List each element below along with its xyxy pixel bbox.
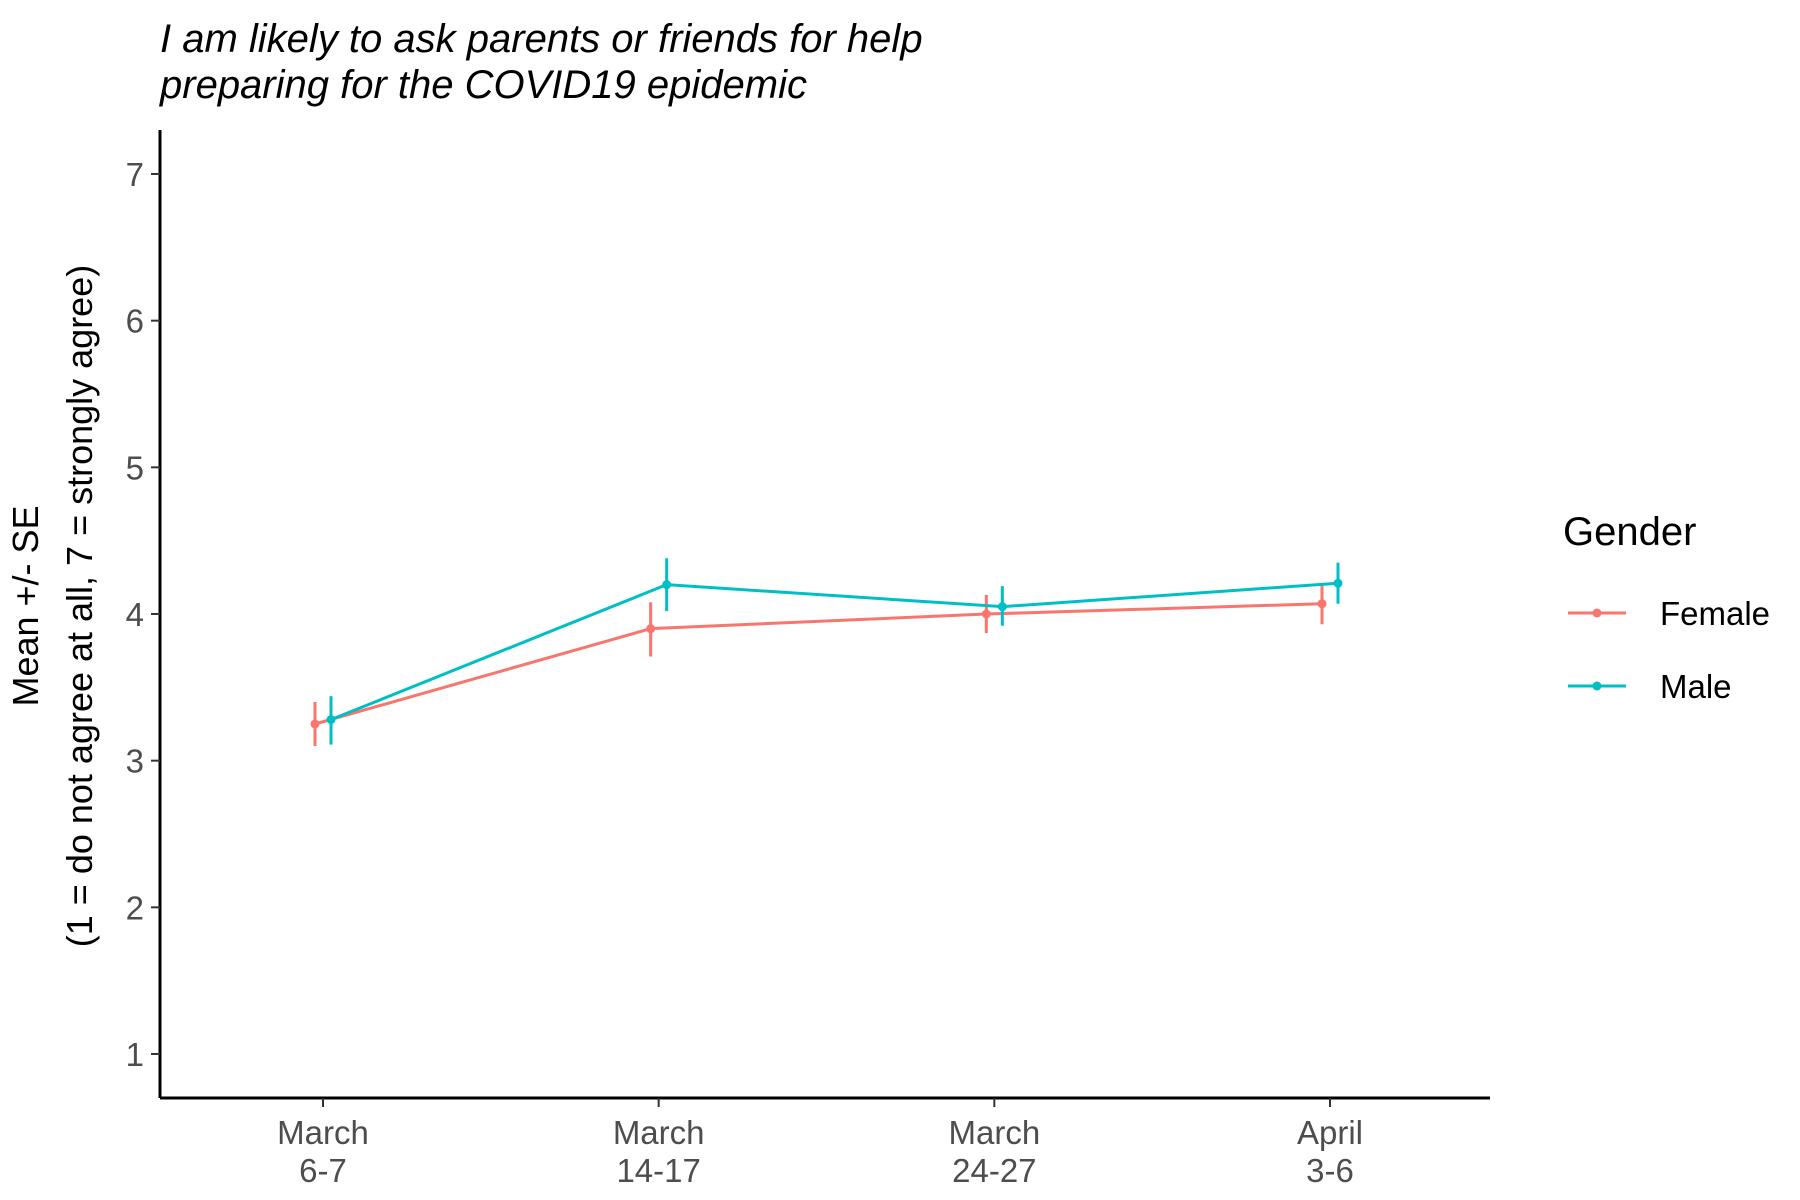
legend-item-female: Female [1568, 595, 1770, 632]
x-tick-label: March [948, 1114, 1040, 1151]
y-tick-label: 1 [126, 1036, 144, 1073]
y-axis-title-line-2: (1 = do not agree at all, 7 = strongly a… [59, 265, 100, 947]
y-axis-title-line-1: Mean +/- SE [5, 505, 46, 706]
x-tick-label: April [1297, 1114, 1363, 1151]
y-tick-label: 3 [126, 743, 144, 780]
chart-title-line-2: preparing for the COVID19 epidemic [159, 63, 807, 107]
x-tick-label: 6-7 [299, 1152, 347, 1189]
legend-title: Gender [1563, 510, 1696, 554]
legend-key-point [1592, 608, 1602, 618]
data-point-male [326, 715, 336, 725]
data-point-female [646, 624, 656, 634]
y-tick-label: 2 [126, 889, 144, 926]
data-point-female [1317, 599, 1327, 609]
x-tick-label: 14-17 [616, 1152, 700, 1189]
plot-series [310, 558, 1343, 746]
y-axis: 1 2 3 4 5 6 7 [126, 130, 162, 1098]
x-tick-label: 3-6 [1306, 1152, 1354, 1189]
series-female [310, 584, 1327, 746]
data-point-male [997, 602, 1007, 612]
chart-title-line-1: I am likely to ask parents or friends fo… [160, 17, 923, 61]
x-tick-label: March [277, 1114, 369, 1151]
legend-label-female: Female [1660, 595, 1770, 632]
legend-item-male: Male [1568, 668, 1732, 705]
data-point-male [1333, 578, 1343, 588]
series-male [326, 558, 1343, 745]
legend: Gender Female Male [1563, 510, 1770, 705]
x-tick-label: 24-27 [952, 1152, 1036, 1189]
data-point-female [981, 609, 991, 619]
y-tick-label: 6 [126, 303, 144, 340]
x-tick-label: March [613, 1114, 705, 1151]
series-line-female [314, 602, 1323, 726]
series-line-male [330, 581, 1339, 721]
y-tick-label: 5 [126, 449, 144, 486]
y-axis-title: Mean +/- SE (1 = do not agree at all, 7 … [5, 265, 100, 947]
legend-label-male: Male [1660, 668, 1732, 705]
y-tick-label: 4 [126, 596, 144, 633]
data-point-female [310, 719, 320, 729]
chart-title: I am likely to ask parents or friends fo… [159, 17, 923, 107]
data-point-male [662, 580, 672, 590]
legend-key-point [1592, 681, 1602, 691]
y-tick-label: 7 [126, 156, 144, 193]
legend-entries: Female Male [1568, 595, 1770, 705]
